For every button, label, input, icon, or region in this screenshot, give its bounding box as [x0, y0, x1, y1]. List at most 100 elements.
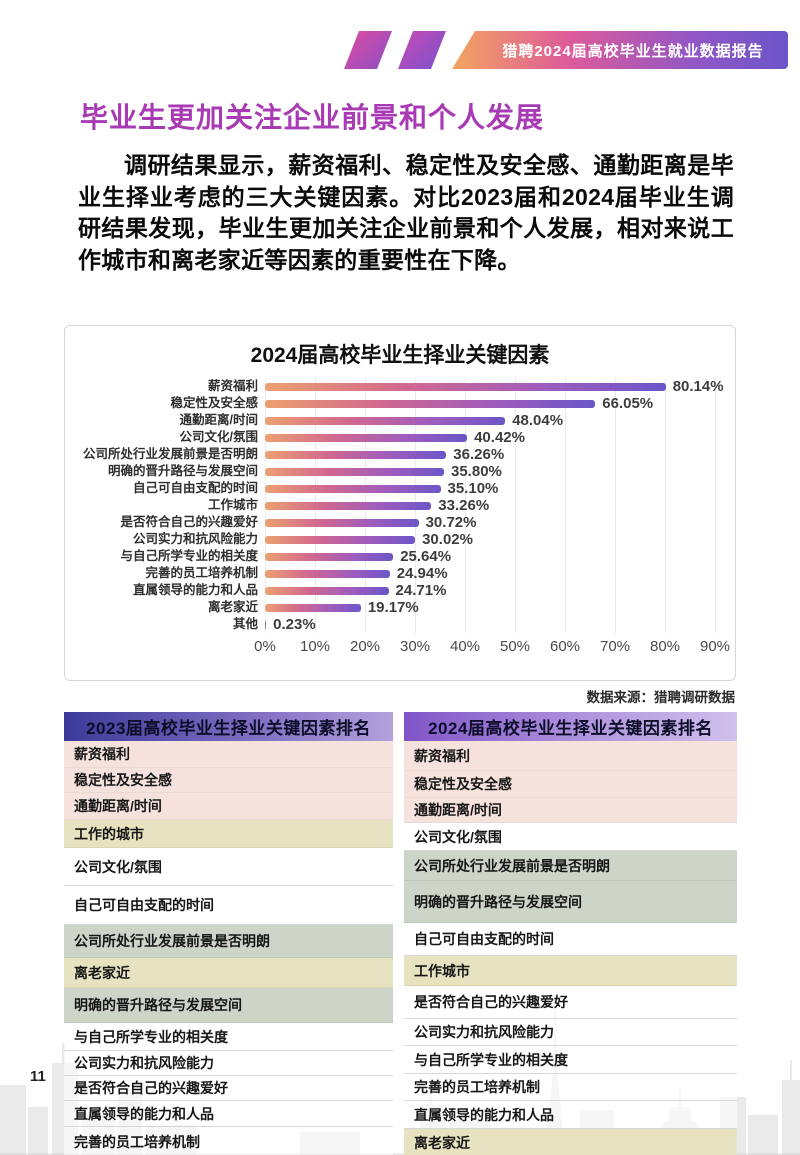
rank-row-label: 公司文化/氛围: [74, 858, 162, 875]
chart-category-label: 公司文化/氛围: [179, 430, 258, 444]
rank-row: 是否符合自己的兴趣爱好: [404, 986, 737, 1019]
chart-bar: [265, 433, 468, 442]
chart-value-label: 48.04%: [512, 412, 564, 429]
header-banner: 猎聘2024届高校毕业生就业数据报告: [0, 31, 788, 69]
rank-row-label: 自己可自由支配的时间: [414, 931, 554, 947]
chart-bar: [265, 450, 447, 459]
rank-row-label: 完善的员工培养机制: [414, 1079, 540, 1095]
chart-body: 薪资福利 稳定性及安全感 通勤距离/时间 公司文化/氛围 公司所处行业发展前景是否明朗明…: [65, 378, 735, 633]
chart-x-tick: 0%: [254, 638, 276, 655]
chart-bar: [265, 603, 361, 612]
rank-row-label: 稳定性及安全感: [74, 772, 172, 788]
rank-row-label: 自己可自由支配的时间: [74, 897, 214, 913]
chart-bar: [265, 382, 666, 391]
chart-category-label: 薪资福利: [207, 379, 258, 393]
rank-row: 明确的晋升路径与发展空间: [404, 881, 737, 923]
rank-row: 直属领导的能力和人品: [404, 1101, 737, 1129]
rank-row: 直属领导的能力和人品: [64, 1101, 393, 1127]
chart-bar: [265, 535, 416, 544]
chart-plot-area: 80.14% 66.05% 48.04% 40.42% 36.26% 35.80% 35.1…: [265, 378, 727, 633]
chart-category-label: 完善的员工培养机制: [145, 566, 258, 580]
rank-table-2024-rows: 薪资福利稳定性及安全感 通勤距离/时间 公司文化/氛围公司所处行业发展前景是否明朗明…: [404, 741, 737, 1155]
chart-bar: [265, 620, 267, 629]
rank-row-label: 稳定性及安全感: [414, 776, 512, 792]
rank-row: 是否符合自己的兴趣爱好: [64, 1076, 393, 1101]
chart-bar: [265, 399, 596, 408]
chart-bar: [265, 484, 441, 493]
page-title: 毕业生更加关注企业前景和个人发展: [80, 102, 545, 133]
rank-row: 公司文化/氛围: [64, 848, 393, 886]
chart-bar: [265, 569, 390, 578]
chart-value-label: 36.26%: [453, 446, 505, 463]
rank-row: 自己可自由支配的时间: [404, 923, 737, 956]
ranking-tables: 2023届高校毕业生择业关键因素排名 薪资福利 稳定性及安全感 通勤距离/时间 工作的…: [64, 712, 737, 1155]
chart-x-tick: 90%: [699, 638, 731, 655]
chart-value-label: 30.02%: [422, 531, 473, 548]
chart-bar: [265, 501, 432, 510]
chart-x-tick: 30%: [399, 638, 431, 655]
chart-bar: [265, 518, 419, 527]
rank-row-label: 明确的晋升路径与发展空间: [414, 893, 582, 910]
chart-bar: [265, 586, 389, 595]
rank-table-2024-header: 2024届高校毕业生择业关键因素排名: [404, 712, 737, 741]
rank-row: 工作的城市: [64, 820, 393, 848]
chart-bar: [265, 467, 444, 476]
chart-bar: [265, 416, 506, 425]
rank-row-label: 公司实力和抗风险能力: [414, 1024, 554, 1040]
rank-row-label: 工作城市: [414, 962, 470, 979]
chart-value-label: 40.42%: [474, 429, 525, 446]
chart-category-label: 直属领导的能力和人品: [132, 583, 258, 597]
rank-row: 完善的员工培养机制: [64, 1127, 393, 1155]
rank-row: 离老家近: [404, 1129, 737, 1155]
rank-row-label: 公司实力和抗风险能力: [74, 1055, 214, 1071]
chart-value-label: 24.71%: [395, 582, 447, 599]
rank-row-label: 是否符合自己的兴趣爱好: [74, 1080, 228, 1096]
rank-row: 公司文化/氛围: [404, 823, 737, 851]
chart-category-label: 公司实力和抗风险能力: [132, 532, 258, 546]
chart-x-axis: 0% 10% 20% 30% 40% 50% 60% 70% 80% 90%: [254, 633, 731, 659]
chart-bar-row: 35.10%: [265, 480, 727, 497]
chart-category-label: 公司所处行业发展前景是否明朗: [82, 447, 258, 461]
chart-bar-row: 0.23%: [265, 616, 727, 633]
rank-row: 公司所处行业发展前景是否明朗: [404, 851, 737, 881]
chart-value-label: 80.14%: [672, 378, 724, 395]
chart-bar-row: 30.02%: [265, 531, 727, 548]
chart-x-tick: 10%: [299, 638, 331, 655]
chart-category-label: 明确的晋升路径与发展空间: [107, 464, 258, 478]
chart-category-label: 稳定性及安全感: [170, 396, 258, 410]
chart-bar-row: 80.14%: [265, 378, 727, 395]
rank-table-2023-rows: 薪资福利稳定性及安全感通勤距离/时间 工作的城市公司文化/氛围自己可自由支配的时间…: [64, 741, 393, 1155]
rank-row: 明确的晋升路径与发展空间: [64, 988, 393, 1023]
chart-x-tick: 20%: [349, 638, 381, 655]
rank-row-label: 薪资福利: [74, 746, 130, 762]
chart-bar-row: 48.04%: [265, 412, 727, 429]
rank-row: 薪资福利: [404, 741, 737, 771]
rank-row: 公司所处行业发展前景是否明朗: [64, 925, 393, 958]
rank-row-label: 直属领导的能力和人品: [74, 1105, 214, 1122]
rank-row-label: 通勤距离/时间: [414, 802, 502, 818]
rank-table-2024: 2024届高校毕业生择业关键因素排名 薪资福利稳定性及安全感 通勤距离/时间 公司文…: [404, 712, 737, 1155]
chart-category-label: 其他: [232, 617, 258, 631]
chart-card: 2024届高校毕业生择业关键因素 薪资福利 稳定性及安全感 通勤距离/时间 公司文化/…: [64, 325, 736, 681]
rank-row-label: 完善的员工培养机制: [74, 1134, 200, 1150]
rank-row-label: 与自己所学专业的相关度: [414, 1051, 568, 1068]
rank-table-2023-header: 2023届高校毕业生择业关键因素排名: [64, 712, 393, 741]
chart-category-label: 是否符合自己的兴趣爱好: [120, 515, 258, 529]
chart-bar-row: 25.64%: [265, 548, 727, 565]
rank-row-label: 公司所处行业发展前景是否明朗: [74, 933, 270, 949]
rank-row: 自己可自由支配的时间: [64, 886, 393, 925]
chart-bar-row: 66.05%: [265, 395, 727, 412]
rank-row-label: 离老家近: [414, 1135, 470, 1151]
rank-row: 通勤距离/时间: [64, 793, 393, 820]
rank-row: 离老家近: [64, 958, 393, 988]
chart-x-tick: 40%: [449, 638, 481, 655]
banner-title: 猎聘2024届高校毕业生就业数据报告: [502, 42, 764, 60]
rank-row-label: 公司所处行业发展前景是否明朗: [414, 857, 610, 874]
chart-title: 2024届高校毕业生择业关键因素: [250, 344, 550, 367]
rank-row-label: 公司文化/氛围: [414, 828, 502, 845]
chart-value-label: 0.23%: [273, 616, 316, 633]
chart-bar-row: 36.26%: [265, 446, 727, 463]
banner-deco-stripe-2: [398, 31, 446, 69]
chart-bar-row: 30.72%: [265, 514, 727, 531]
